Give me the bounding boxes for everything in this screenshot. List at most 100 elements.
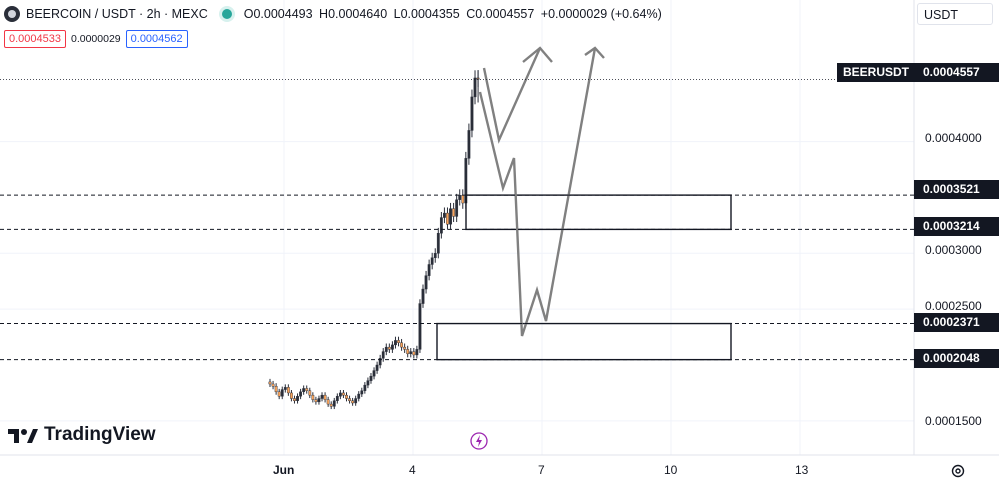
candle-body <box>427 264 431 276</box>
projection-path <box>478 47 597 337</box>
candle-body <box>424 275 428 290</box>
candle-body <box>332 400 336 407</box>
zone-box <box>465 194 732 231</box>
time-axis-label: 13 <box>795 463 809 477</box>
chart-header: BEERCOIN / USDT · 2h · MEXC O0.0004493 H… <box>4 4 665 24</box>
candle-body <box>335 396 339 401</box>
candle-body <box>268 381 272 385</box>
candle-body <box>403 346 407 350</box>
candle-body <box>473 77 477 98</box>
arrow-head <box>522 46 553 63</box>
candle-body <box>400 342 403 348</box>
candle-body <box>348 398 351 401</box>
spread-value: 0.0000029 <box>71 33 121 45</box>
candle-body <box>299 391 302 397</box>
candle-body <box>375 364 379 371</box>
candle-body <box>354 398 358 404</box>
candle-body <box>443 212 446 218</box>
candle-body <box>458 195 462 200</box>
candle-body <box>449 208 452 225</box>
candle-body <box>286 387 290 394</box>
close-value: C0.0004557 <box>466 7 535 21</box>
time-axis-label: 4 <box>409 463 416 477</box>
candle-body <box>351 400 355 404</box>
symbol-title[interactable]: BEERCOIN / USDT · 2h · MEXC <box>26 7 208 21</box>
candle-body <box>314 399 318 403</box>
candle-body <box>421 288 425 304</box>
candle-body <box>381 351 385 359</box>
candle-body <box>326 399 330 405</box>
buy-price-button[interactable]: 0.0004562 <box>125 30 188 48</box>
candle-body <box>397 340 400 343</box>
level-tag-3: 0.0002371 <box>914 313 999 332</box>
candle-body <box>305 388 309 391</box>
candle-body <box>387 346 391 350</box>
open-value: O0.0004493 <box>243 7 313 21</box>
candle-body <box>384 346 388 352</box>
candle-body <box>455 199 459 217</box>
candle-body <box>283 387 287 390</box>
low-value: L0.0004355 <box>393 7 460 21</box>
candle-body <box>436 232 440 254</box>
market-status-icon <box>221 9 232 19</box>
candle-body <box>409 351 413 355</box>
currency-selector[interactable]: USDT <box>917 3 993 25</box>
candle-body <box>293 398 296 401</box>
candle-body <box>406 349 410 355</box>
candle-body <box>311 394 315 400</box>
settings-icon[interactable] <box>948 461 968 481</box>
support-resistance-zones <box>436 194 732 361</box>
change-value: +0.0000029 (+0.64%) <box>540 7 662 21</box>
candle-body <box>369 375 373 381</box>
candle-body <box>467 130 471 159</box>
candle-body <box>363 384 367 391</box>
candle-body <box>439 217 443 234</box>
price-axis-label: 0.0001500 <box>925 414 982 428</box>
lightning-icon[interactable] <box>470 432 488 450</box>
price-axis-label: 0.0003000 <box>925 243 982 257</box>
candle-body <box>391 344 394 350</box>
level-lines <box>0 78 914 361</box>
candle-body <box>308 390 312 396</box>
level-tag-1: 0.0003521 <box>914 180 999 199</box>
price-axis-label: 0.0002500 <box>925 299 982 313</box>
candle-body <box>452 208 455 217</box>
bid-ask-panel: 0.0004533 0.0000029 0.0004562 <box>4 30 188 48</box>
zone-box <box>436 322 732 361</box>
candle-body <box>317 398 321 403</box>
candle-body <box>415 349 419 356</box>
last-price-tag: 0.0004557 <box>914 63 999 82</box>
candle-body <box>470 96 474 131</box>
candle-body <box>277 391 281 397</box>
candle-body <box>446 212 449 225</box>
projection-path <box>482 47 542 144</box>
candle-body <box>271 383 275 387</box>
candle-body <box>302 388 306 393</box>
time-axis-label: 7 <box>538 463 545 477</box>
candle-body <box>412 351 416 356</box>
candle-body <box>296 396 299 401</box>
candle-body <box>418 303 422 350</box>
candle-body <box>372 370 376 377</box>
candle-body <box>323 394 327 400</box>
candle-body <box>320 394 324 399</box>
tradingview-logo: TradingView <box>8 424 156 446</box>
symbol-price-tag: BEERUSDT <box>837 63 916 82</box>
candle-body <box>357 393 361 399</box>
arrow-head <box>584 46 605 59</box>
sell-price-button[interactable]: 0.0004533 <box>4 30 66 48</box>
projection-arrows <box>478 46 605 337</box>
candle-body <box>433 253 437 258</box>
candle-body <box>430 257 434 265</box>
high-value: H0.0004640 <box>319 7 388 21</box>
currency-label: USDT <box>924 8 959 22</box>
time-axis-label: Jun <box>273 463 295 477</box>
brand-name: TradingView <box>44 424 156 445</box>
candle-body <box>461 195 465 204</box>
ohlc-values: O0.0004493 H0.0004640 L0.0004355 C0.0004… <box>244 7 665 21</box>
candle-body <box>280 389 284 397</box>
candle-body <box>394 340 397 346</box>
tradingview-icon <box>8 429 38 443</box>
candle-body <box>274 386 278 393</box>
level-tag-2: 0.0003214 <box>914 217 999 236</box>
